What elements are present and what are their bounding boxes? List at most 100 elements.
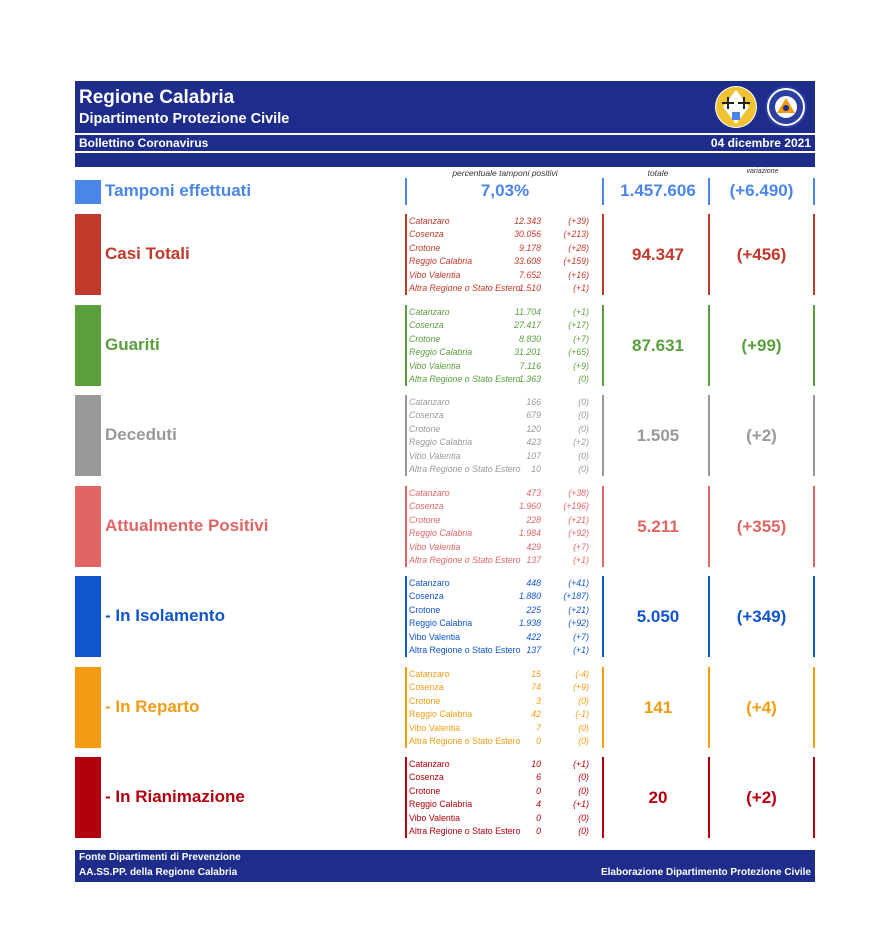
province-value: 225 (526, 604, 541, 615)
province-delta: (+159) (563, 256, 589, 267)
province-delta: (+92) (568, 618, 589, 629)
province-value: 10 (531, 759, 541, 769)
province-name: Catanzaro (409, 397, 450, 407)
province-name: Vibo Valentia (409, 360, 461, 371)
province-value: 31.201 (514, 347, 541, 358)
province-row: Cosenza 679 (0) (409, 409, 599, 422)
province-value: 0 (536, 812, 541, 823)
province-name: Reggio Calabria (409, 528, 473, 539)
footer-asp: AA.SS.PP. della Regione Calabria (79, 867, 238, 878)
tamponi-divider (708, 178, 710, 205)
province-row: Catanzaro 448 (+41) (409, 577, 599, 590)
category-label: Casi Totali (105, 243, 190, 263)
province-name: Catanzaro (409, 669, 450, 679)
province-row: Crotone 228 (+21) (409, 514, 599, 527)
province-row: Vibo Valentia 0 (0) (409, 812, 599, 825)
province-value: 1.984 (518, 528, 541, 539)
province-name: Vibo Valentia (409, 541, 461, 552)
province-name: Altra Regione o Stato Estero (409, 554, 521, 565)
category-divider (405, 486, 407, 567)
category-divider (405, 757, 407, 838)
province-delta: (+1) (573, 554, 589, 565)
province-delta: (+1) (573, 799, 589, 810)
province-value: 166 (526, 397, 541, 407)
tamponi-divider (405, 178, 407, 205)
province-list: Catanzaro 12.343 (+39) Cosenza 30.056 (+213) C… (409, 215, 599, 295)
category-label: Deceduti (105, 424, 177, 444)
category-color-bar (75, 395, 101, 476)
category-divider (405, 395, 407, 476)
province-delta: (+16) (568, 269, 589, 280)
province-name: Catanzaro (409, 307, 450, 317)
province-row: Cosenza 27.417 (+17) (409, 319, 599, 332)
category-total: 141 (643, 697, 673, 717)
province-row: Crotone 9.178 (+28) (409, 242, 599, 255)
category-label: Guariti (105, 334, 160, 354)
category-color-bar (75, 667, 101, 748)
province-name: Cosenza (409, 229, 444, 240)
category-variation: (+2) (746, 425, 777, 445)
province-row: Altra Regione o Stato Estero 1.363 (0) (409, 373, 599, 386)
category-divider (708, 667, 710, 748)
calabria-logo-icon (715, 86, 757, 128)
province-name: Altra Regione o Stato Estero (409, 735, 521, 746)
tamponi-divider (602, 178, 604, 205)
category-color-bar (75, 214, 101, 295)
category-divider (708, 486, 710, 567)
province-name: Cosenza (409, 591, 444, 602)
col-header-pct: percentuale tamponi positivi (452, 168, 558, 178)
province-row: Altra Regione o Stato Estero 0 (0) (409, 825, 599, 838)
col-header-variation: variazione (746, 168, 779, 175)
province-row: Vibo Valentia 107 (0) (409, 450, 599, 463)
province-row: Crotone 0 (0) (409, 785, 599, 798)
province-delta: (+196) (563, 501, 589, 512)
province-row: Catanzaro 10 (+1) (409, 758, 599, 771)
category-divider (405, 214, 407, 295)
province-value: 0 (536, 785, 541, 796)
province-delta: (+28) (568, 242, 589, 253)
province-delta: (+21) (568, 604, 589, 615)
province-delta: (0) (578, 695, 589, 706)
province-name: Cosenza (409, 320, 444, 331)
province-delta: (+187) (563, 591, 589, 602)
province-value: 15 (531, 669, 541, 679)
category-color-bar (75, 757, 101, 838)
province-value: 1.938 (518, 618, 541, 629)
category-divider (813, 757, 815, 838)
province-value: 11.704 (514, 307, 541, 317)
province-delta: (+9) (573, 682, 589, 693)
province-value: 423 (526, 437, 541, 448)
province-value: 137 (526, 554, 541, 565)
province-row: Catanzaro 12.343 (+39) (409, 215, 599, 228)
bulletin-title: Bollettino Coronavirus (79, 136, 209, 150)
province-name: Vibo Valentia (409, 722, 461, 733)
category-variation: (+456) (736, 244, 787, 264)
category-label: - In Rianimazione (105, 786, 245, 806)
province-name: Reggio Calabria (409, 347, 473, 358)
province-list: Catanzaro 473 (+38) Cosenza 1.960 (+196) Croto… (409, 487, 599, 567)
province-name: Vibo Valentia (409, 812, 461, 823)
category-divider (708, 214, 710, 295)
province-delta: (+1) (573, 759, 589, 769)
province-delta: (+92) (568, 528, 589, 539)
province-row: Altra Regione o Stato Estero 137 (+1) (409, 644, 599, 657)
protezione-civile-logo-icon (765, 86, 807, 128)
category-divider (708, 757, 710, 838)
province-name: Cosenza (409, 772, 444, 783)
province-row: Reggio Calabria 31.201 (+65) (409, 346, 599, 359)
tamponi-color-square (75, 180, 101, 204)
province-row: Catanzaro 473 (+38) (409, 487, 599, 500)
province-delta: (+7) (573, 333, 589, 344)
province-value: 74 (531, 682, 541, 693)
province-delta: (+17) (568, 320, 589, 331)
province-row: Altra Regione o Stato Estero 0 (0) (409, 735, 599, 748)
province-value: 1.880 (518, 591, 541, 602)
province-delta: (+65) (568, 347, 589, 358)
province-row: Altra Regione o Stato Estero 10 (0) (409, 463, 599, 476)
province-delta: (0) (578, 785, 589, 796)
category-divider (813, 576, 815, 657)
province-row: Vibo Valentia 7 (0) (409, 722, 599, 735)
province-row: Catanzaro 166 (0) (409, 396, 599, 409)
province-row: Reggio Calabria 33.608 (+159) (409, 255, 599, 268)
category-divider (813, 395, 815, 476)
